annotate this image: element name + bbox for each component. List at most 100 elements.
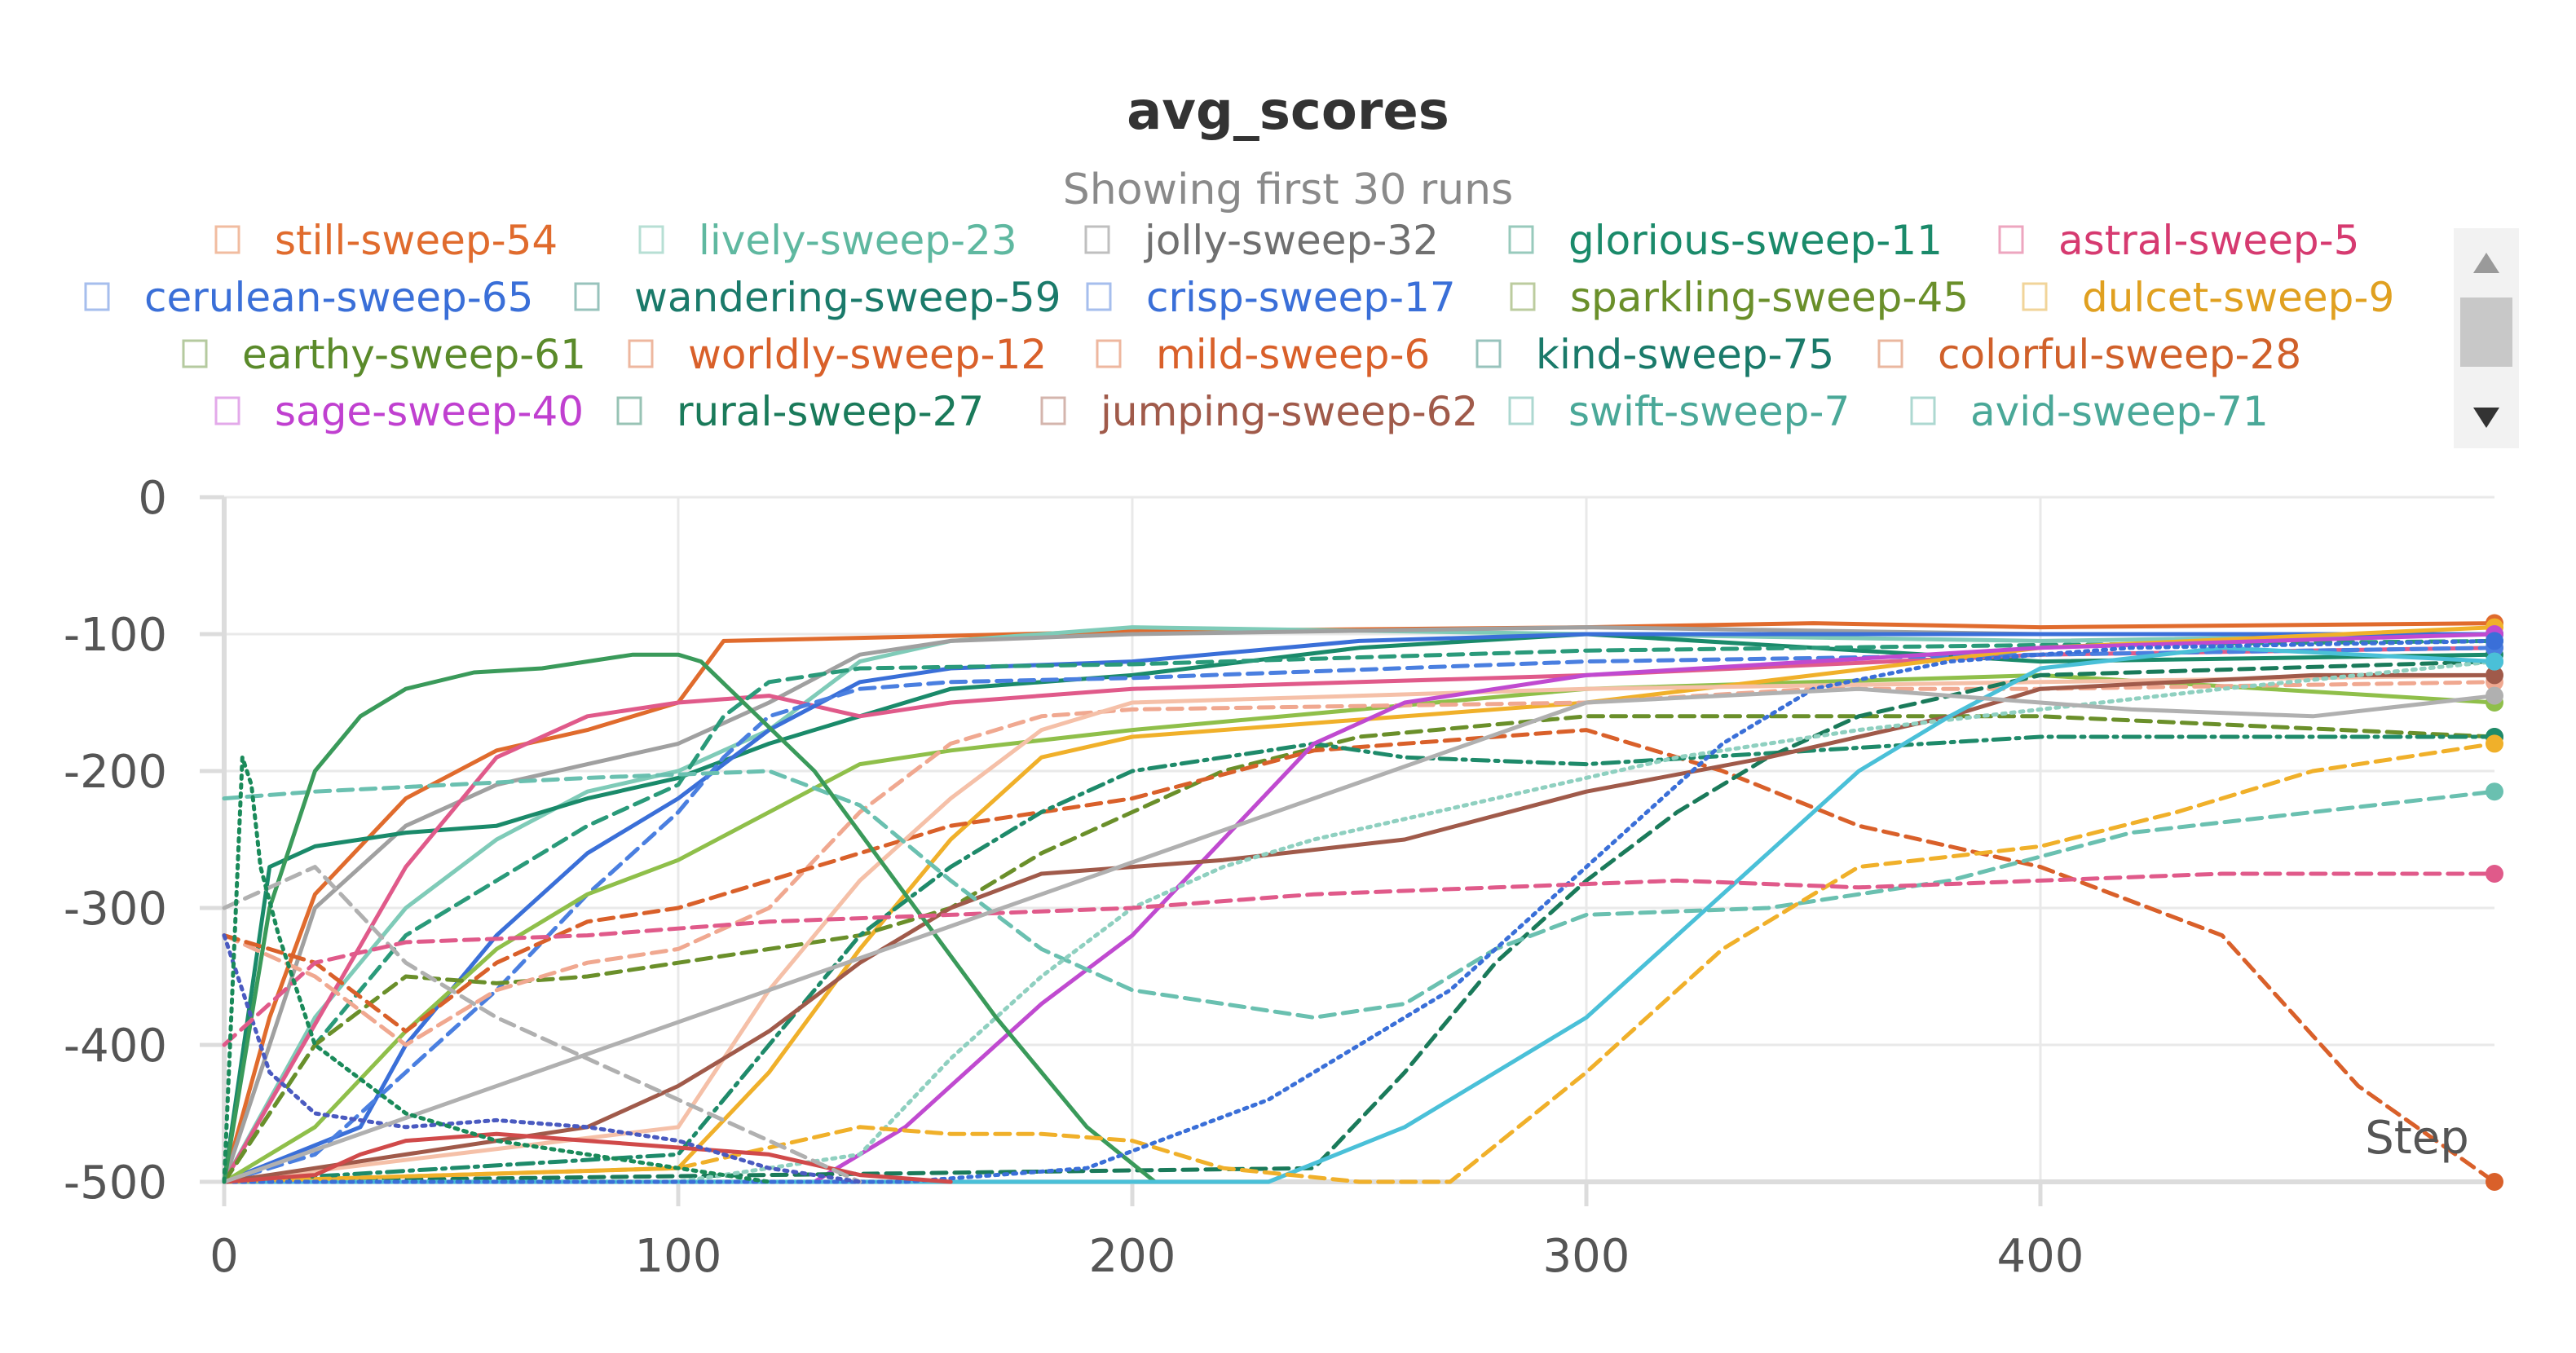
legend-label: dulcet-sweep-9 — [2082, 274, 2394, 321]
legend-swatch — [214, 225, 240, 254]
series-line-wandering-sweep-59 — [222, 638, 2497, 1184]
legend-swatch — [1096, 339, 1122, 368]
legend-swatch — [182, 339, 208, 368]
series-line-unlabeled-24 — [222, 1131, 953, 1184]
legend-label: kind-sweep-75 — [1536, 331, 1834, 378]
scrollbar-thumb[interactable] — [2460, 297, 2512, 367]
series-line-still-sweep-54 — [222, 621, 2497, 1184]
legend-label: rural-sweep-27 — [677, 388, 984, 435]
legend-item[interactable]: wandering-sweep-59 — [574, 274, 1061, 321]
legend-label: crisp-sweep-17 — [1146, 274, 1456, 321]
legend-item[interactable]: rural-sweep-27 — [616, 388, 984, 435]
legend-item[interactable]: still-sweep-54 — [214, 217, 558, 264]
series-line-cerulean-sweep-65 — [222, 632, 2497, 1184]
series-line-astral-sweep-5 — [222, 646, 2497, 1184]
series-endpoint — [2486, 632, 2503, 650]
legend-label: worldly-sweep-12 — [688, 331, 1047, 378]
series-line-unlabeled-20 — [222, 652, 1158, 1184]
series-line-jolly-sweep-32 — [222, 625, 2497, 1184]
series-line-unlabeled-27 — [222, 871, 2497, 1047]
legend-swatch — [1084, 225, 1110, 254]
series-endpoint — [2486, 734, 2503, 753]
series-line-earthy-sweep-61 — [222, 714, 2497, 1184]
legend-item[interactable]: swift-sweep-7 — [1508, 388, 1850, 435]
legend-label: wandering-sweep-59 — [634, 274, 1061, 321]
triangle-up-icon[interactable] — [2473, 253, 2499, 273]
series-line-colorful-sweep-28 — [222, 672, 2497, 1184]
legend-swatch — [1086, 282, 1112, 311]
x-tick-label: 400 — [1997, 1230, 2084, 1283]
legend-swatch — [214, 396, 240, 425]
legend-item[interactable]: astral-sweep-5 — [1998, 217, 2359, 264]
series-endpoint — [2486, 666, 2503, 685]
legend-swatch — [1510, 282, 1536, 311]
legend-item[interactable]: colorful-sweep-28 — [1877, 331, 2301, 378]
legend-label: earthy-sweep-61 — [242, 331, 586, 378]
legend-swatch — [1040, 396, 1066, 425]
legend: still-sweep-54 lively-sweep-23 jolly-sweep… — [84, 217, 2394, 435]
x-axis-label: Step — [2365, 1112, 2469, 1165]
legend-swatch — [628, 339, 654, 368]
legend-label: astral-sweep-5 — [2058, 217, 2359, 264]
series-line-mild-sweep-6 — [222, 728, 2497, 1184]
series-endpoint — [2486, 865, 2503, 883]
legend-item[interactable]: worldly-sweep-12 — [628, 331, 1047, 378]
legend-swatch — [574, 282, 600, 311]
series-line-unlabeled-23 — [222, 638, 2497, 1184]
legend-item[interactable]: earthy-sweep-61 — [182, 331, 586, 378]
chart-subtitle: Showing first 30 runs — [1063, 165, 1513, 214]
series-line-avid-sweep-71 — [222, 659, 2497, 1184]
legend-swatch — [1998, 225, 2024, 254]
legend-label: still-sweep-54 — [275, 217, 558, 264]
legend-label: sparkling-sweep-45 — [1570, 274, 1969, 321]
legend-item[interactable]: sparkling-sweep-45 — [1510, 274, 1969, 321]
series-line-unlabeled-28 — [222, 686, 2497, 1184]
series-endpoints — [2486, 614, 2503, 1191]
legend-swatch — [616, 396, 642, 425]
legend-swatch — [84, 282, 110, 311]
legend-swatch — [1508, 396, 1534, 425]
series-line-swift-sweep-7 — [222, 769, 2497, 1020]
legend-item[interactable]: cerulean-sweep-65 — [84, 274, 533, 321]
legend-item[interactable]: avid-sweep-71 — [1910, 388, 2269, 435]
y-tick-label: -400 — [64, 1020, 167, 1073]
series-line-crisp-sweep-17 — [222, 646, 2497, 1184]
legend-item[interactable]: glorious-sweep-11 — [1508, 217, 1943, 264]
legend-label: sage-sweep-40 — [275, 388, 584, 435]
legend-item[interactable]: lively-sweep-23 — [638, 217, 1017, 264]
series-line-jumping-sweep-62 — [222, 672, 2497, 1184]
legend-label: glorious-sweep-11 — [1568, 217, 1943, 264]
legend-label: avid-sweep-71 — [1970, 388, 2269, 435]
legend-swatch — [2022, 282, 2048, 311]
y-tick-label: -500 — [64, 1157, 167, 1210]
series-line-sage-sweep-40 — [222, 632, 2497, 1184]
series-line-unlabeled-29 — [222, 755, 771, 1184]
series-endpoint — [2486, 782, 2503, 801]
legend-scrollbar[interactable] — [2454, 228, 2519, 448]
series-line-kind-sweep-75 — [222, 734, 2497, 1184]
legend-item[interactable]: mild-sweep-6 — [1096, 331, 1430, 378]
legend-item[interactable]: jolly-sweep-32 — [1084, 217, 1439, 264]
legend-item[interactable]: crisp-sweep-17 — [1086, 274, 1456, 321]
series-line-unlabeled-26 — [222, 933, 862, 1184]
x-tick-label: 0 — [210, 1230, 239, 1283]
legend-item[interactable]: jumping-sweep-62 — [1040, 388, 1478, 435]
legend-label: mild-sweep-6 — [1156, 331, 1430, 378]
series-lines — [222, 621, 2497, 1184]
x-tick-label: 300 — [1543, 1230, 1630, 1283]
series-line-unlabeled-22 — [222, 741, 2497, 1184]
y-tick-label: -200 — [64, 746, 167, 799]
x-tick-label: 100 — [635, 1230, 722, 1283]
triangle-down-icon[interactable] — [2473, 408, 2499, 428]
series-line-rural-sweep-27 — [222, 659, 2497, 1184]
legend-label: jolly-sweep-32 — [1144, 217, 1439, 264]
legend-item[interactable]: kind-sweep-75 — [1475, 331, 1834, 378]
legend-item[interactable]: sage-sweep-40 — [214, 388, 584, 435]
series-endpoint — [2486, 686, 2503, 705]
legend-item[interactable]: dulcet-sweep-9 — [2022, 274, 2394, 321]
legend-label: lively-sweep-23 — [699, 217, 1017, 264]
legend-label: colorful-sweep-28 — [1938, 331, 2301, 378]
series-line-unlabeled-25 — [222, 865, 862, 1184]
series-endpoint — [2486, 1173, 2503, 1191]
